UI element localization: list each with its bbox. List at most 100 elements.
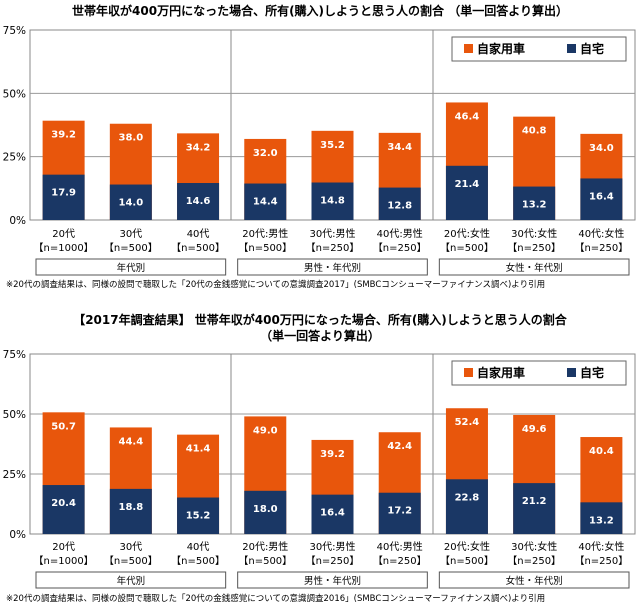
y-tick-label: 75% <box>3 25 26 37</box>
category-label: 40代 <box>187 541 210 553</box>
legend-box <box>451 36 627 62</box>
bar-home <box>311 182 354 220</box>
bar-home <box>244 490 287 534</box>
legend-swatch-car <box>464 44 473 53</box>
data-label-home: 18.8 <box>118 502 143 513</box>
data-label-car: 35.2 <box>320 140 345 151</box>
data-label-home: 15.2 <box>186 511 211 522</box>
bar-home <box>311 494 354 534</box>
data-label-car: 52.4 <box>455 417 480 428</box>
bar-home <box>445 165 488 220</box>
bar-home <box>378 187 421 220</box>
bar-home <box>445 479 488 534</box>
y-tick-label: 25% <box>3 152 26 164</box>
bar-home <box>42 174 85 220</box>
category-label: 20代 <box>52 228 75 240</box>
category-label: 20代:女性 <box>444 540 490 553</box>
bar-home <box>378 492 421 534</box>
category-label: 20代:男性 <box>242 540 288 553</box>
data-label-car: 40.4 <box>589 446 614 457</box>
data-label-home: 22.8 <box>455 492 480 503</box>
legend-label-home: 自宅 <box>580 41 604 56</box>
category-labels: 20代【n=1000】 30代【n=500】 40代【n=500】 20代:男性【n=… <box>34 540 630 589</box>
data-label-home: 17.2 <box>387 506 412 517</box>
category-label: 30代:男性 <box>309 540 355 553</box>
data-label-home: 13.2 <box>589 515 614 526</box>
data-label-home: 14.8 <box>320 196 345 207</box>
group-box <box>35 258 227 276</box>
chart-title-line2: （単一回答より算出） <box>260 328 380 343</box>
data-label-car: 42.4 <box>387 441 412 452</box>
category-label: 30代:男性 <box>309 227 355 240</box>
data-label-car: 46.4 <box>455 111 480 122</box>
data-label-home: 21.2 <box>522 496 547 507</box>
y-tick-label: 0% <box>9 215 26 227</box>
group-label: 女性・年代別 <box>506 575 563 587</box>
sample-size-label: 【n=250】 <box>574 555 628 567</box>
category-label: 40代 <box>187 228 210 240</box>
data-label-home: 16.4 <box>320 508 345 519</box>
data-label-car: 38.0 <box>118 133 143 144</box>
bar-home <box>177 497 220 534</box>
sample-size-label: 【n=1000】 <box>34 242 94 254</box>
chart-title: 【2017年調査結果】 世帯年収が400万円になった場合、所有(購入)しようと思… <box>73 312 568 327</box>
y-tick-label: 50% <box>3 409 26 421</box>
data-label-home: 18.0 <box>253 504 278 515</box>
category-label: 40代:男性 <box>377 227 423 240</box>
sample-size-label: 【n=500】 <box>171 555 225 567</box>
sample-size-label: 【n=250】 <box>373 242 427 254</box>
bar-home <box>580 178 623 220</box>
category-labels: 20代【n=1000】 30代【n=500】 40代【n=500】 20代:男性【n=… <box>34 227 630 276</box>
group-box <box>237 258 428 276</box>
data-label-car: 49.6 <box>522 424 547 435</box>
data-label-home: 16.4 <box>589 191 614 202</box>
legend: 自家用車 自宅 <box>451 360 627 386</box>
group-box <box>35 571 227 589</box>
bar-home <box>513 186 556 220</box>
data-label-home: 17.9 <box>51 188 76 199</box>
data-label-home: 14.4 <box>253 197 278 208</box>
legend-label-car: 自家用車 <box>477 365 525 380</box>
footnote: ※20代の調査結果は、同様の設問で聴取した「20代の金銭感覚についての意識調査2… <box>6 593 545 604</box>
data-label-home: 13.2 <box>522 200 547 211</box>
category-label: 30代 <box>119 228 142 240</box>
group-label: 男性・年代別 <box>304 262 361 274</box>
y-tick-label: 50% <box>3 88 26 100</box>
category-label: 20代:男性 <box>242 227 288 240</box>
data-label-car: 34.0 <box>589 143 614 154</box>
category-label: 20代 <box>52 541 75 553</box>
footnote: ※20代の調査結果は、同様の設問で聴取した「20代の金銭感覚についての意識調査2… <box>6 279 545 290</box>
group-box <box>237 571 428 589</box>
group-label: 女性・年代別 <box>506 262 563 274</box>
group-label: 年代別 <box>117 262 146 274</box>
sample-size-label: 【n=500】 <box>171 242 225 254</box>
sample-size-label: 【n=250】 <box>306 555 360 567</box>
y-tick-label: 0% <box>9 529 26 541</box>
group-label: 年代別 <box>117 575 146 587</box>
bars: 39.2 17.9 38.0 14.0 34.2 14.6 32.0 14.4 35.2 14.8… <box>42 102 623 220</box>
group-box <box>438 258 630 276</box>
chart-2018: 世帯年収が400万円になった場合、所有(購入)しようと思う人の割合 （単一回答よ… <box>3 3 636 290</box>
bar-home <box>244 183 287 220</box>
legend-swatch-home <box>567 44 576 53</box>
chart-2017: 【2017年調査結果】 世帯年収が400万円になった場合、所有(購入)しようと思… <box>3 312 636 604</box>
data-label-home: 21.4 <box>455 179 480 190</box>
category-label: 30代:女性 <box>511 540 557 553</box>
sample-size-label: 【n=250】 <box>507 242 561 254</box>
bar-home <box>580 502 623 534</box>
sample-size-label: 【n=250】 <box>574 242 628 254</box>
sample-size-label: 【n=500】 <box>104 555 158 567</box>
sample-size-label: 【n=250】 <box>507 555 561 567</box>
group-label: 男性・年代別 <box>304 575 361 587</box>
data-label-car: 50.7 <box>51 421 76 432</box>
group-box <box>438 571 630 589</box>
data-label-home: 14.6 <box>186 196 211 207</box>
bar-home <box>42 485 85 534</box>
chart-title: 世帯年収が400万円になった場合、所有(購入)しようと思う人の割合 （単一回答よ… <box>72 3 568 18</box>
data-label-car: 44.4 <box>118 436 143 447</box>
legend: 自家用車 自宅 <box>451 36 627 62</box>
category-label: 40代:女性 <box>578 227 624 240</box>
data-label-car: 41.4 <box>186 444 211 455</box>
